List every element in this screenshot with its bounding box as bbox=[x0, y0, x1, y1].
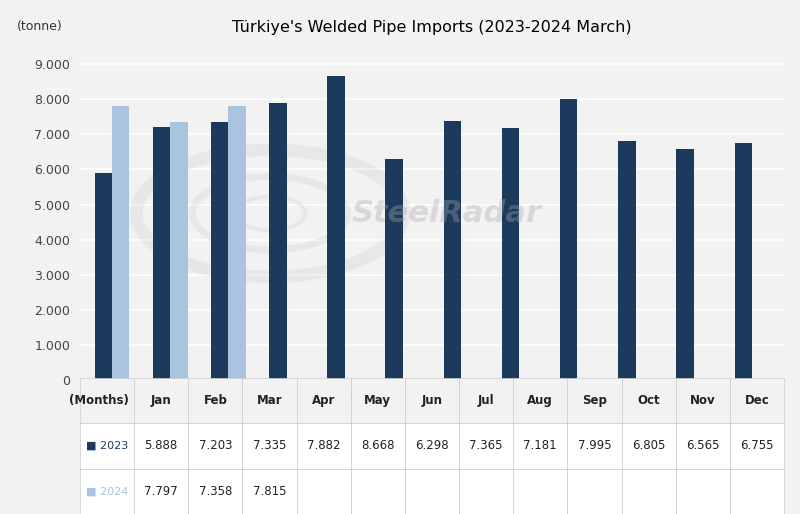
Bar bbox=[444, 121, 461, 380]
Bar bbox=[618, 141, 636, 380]
Bar bbox=[676, 150, 694, 380]
Bar bbox=[327, 76, 345, 380]
Bar bbox=[734, 143, 752, 380]
Bar bbox=[211, 122, 228, 380]
Text: SteelRadar: SteelRadar bbox=[351, 199, 541, 228]
Bar bbox=[153, 127, 170, 380]
Bar bbox=[560, 99, 578, 380]
Bar bbox=[170, 122, 188, 380]
Bar bbox=[386, 159, 403, 380]
Bar bbox=[269, 103, 286, 380]
Title: Türkiye's Welded Pipe Imports (2023-2024 March): Türkiye's Welded Pipe Imports (2023-2024… bbox=[232, 21, 632, 35]
Bar bbox=[228, 105, 246, 380]
Bar bbox=[502, 128, 519, 380]
Bar bbox=[112, 106, 130, 380]
Bar bbox=[94, 173, 112, 380]
Text: (tonne): (tonne) bbox=[17, 20, 62, 33]
